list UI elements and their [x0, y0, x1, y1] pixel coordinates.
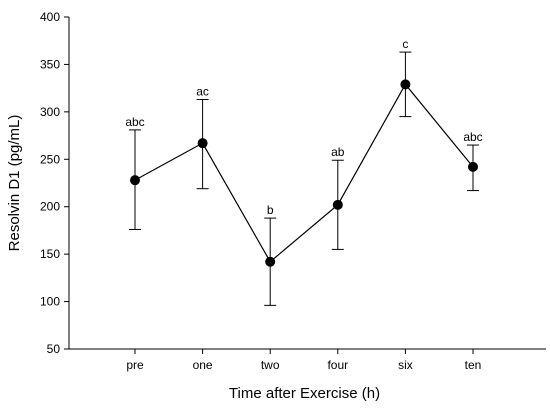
- y-tick-label: 400: [40, 10, 60, 24]
- significance-label: ac: [196, 85, 209, 99]
- x-tick-label-pre: pre: [126, 358, 144, 372]
- y-tick-label: 150: [40, 247, 60, 261]
- y-tick-label: 250: [40, 152, 60, 166]
- significance-label: abc: [463, 130, 482, 144]
- x-tick-label-six: six: [398, 358, 413, 372]
- significance-label: abc: [125, 115, 144, 129]
- data-points: [130, 79, 478, 267]
- data-point-six: [400, 79, 411, 90]
- x-tick-label-ten: ten: [465, 358, 482, 372]
- x-axis-title: Time after Exercise (h): [229, 385, 380, 402]
- y-axis-ticks: 50 100 150 200 250 300 350 400: [40, 10, 69, 356]
- series-line-group: [134, 83, 474, 263]
- y-axis-title: Resolvin D1 (pg/mL): [6, 115, 23, 252]
- series-line: [134, 83, 474, 263]
- axes: [68, 17, 546, 350]
- data-point-four: [332, 199, 343, 210]
- data-point-ten: [468, 161, 478, 172]
- data-point-two: [265, 256, 276, 267]
- x-tick-label-four: four: [327, 358, 348, 372]
- y-tick-label: 350: [40, 57, 60, 71]
- significance-label: ab: [331, 145, 345, 159]
- x-tick-label-two: two: [261, 358, 280, 372]
- error-bars: [129, 51, 479, 306]
- x-axis-ticks: pre one two four six ten: [126, 349, 481, 372]
- significance-label: b: [267, 203, 274, 217]
- y-tick-label: 100: [40, 295, 60, 309]
- data-point-one: [197, 138, 208, 149]
- y-tick-label: 300: [40, 105, 60, 119]
- y-tick-label: 200: [40, 200, 60, 214]
- y-tick-label: 50: [47, 342, 61, 356]
- data-point-pre: [130, 175, 140, 186]
- x-tick-label-one: one: [193, 358, 213, 372]
- significance-label: c: [402, 37, 408, 51]
